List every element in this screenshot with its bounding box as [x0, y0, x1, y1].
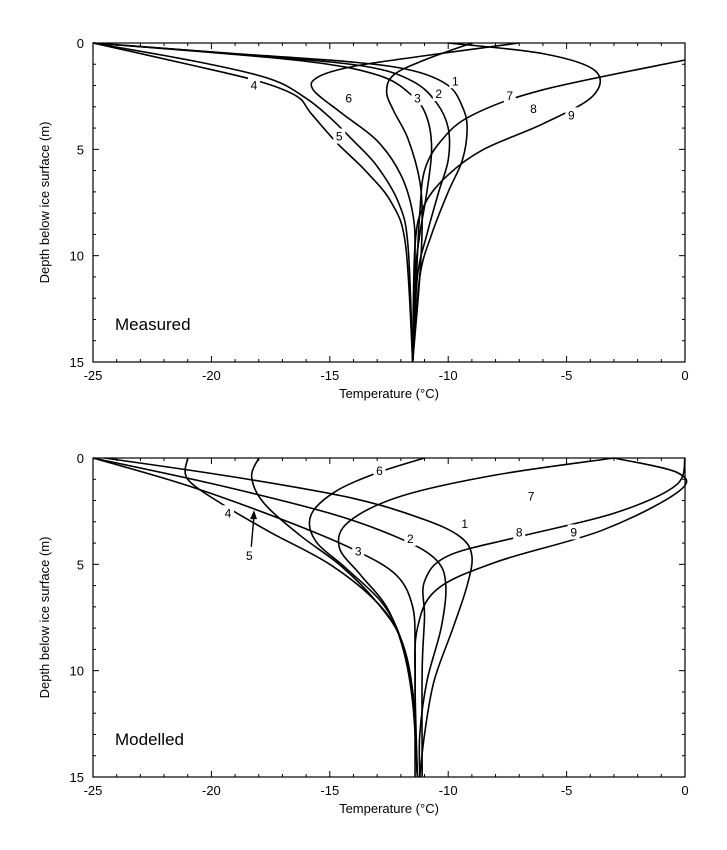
- series-label-3: 3: [414, 91, 421, 105]
- series-label-gap: [567, 524, 580, 540]
- series-label-gap: [513, 524, 526, 540]
- series-line-7: [385, 42, 473, 363]
- series-label-gap: [243, 547, 256, 563]
- series-line-9: [414, 457, 688, 778]
- series-labels: 1 2 3 4 5 6 7 8 9: [221, 462, 580, 563]
- y-tick-label: 5: [77, 142, 84, 157]
- series-label-9: 9: [570, 525, 577, 539]
- series-group: [92, 457, 688, 778]
- series-line-6: [308, 457, 425, 778]
- series-line-4: [92, 42, 414, 363]
- series-line-6: [310, 42, 520, 363]
- y-tick-label: 15: [70, 355, 84, 370]
- series-label-gap: [352, 543, 365, 559]
- x-tick-label: -20: [202, 368, 221, 383]
- series-label-gap: [373, 462, 386, 478]
- x-tick-label: -20: [202, 783, 221, 798]
- series-label-4: 4: [225, 506, 232, 520]
- series-label-1: 1: [461, 517, 468, 531]
- series-label-8: 8: [530, 102, 537, 116]
- series-label-7: 7: [506, 89, 513, 103]
- series-label-7: 7: [528, 489, 535, 503]
- x-tick-label: -15: [320, 368, 339, 383]
- y-tick-label: 10: [70, 249, 84, 264]
- y-tick-label: 0: [77, 36, 84, 51]
- series-label-gap: [411, 90, 424, 106]
- series-label-9: 9: [568, 108, 575, 122]
- series-label-gap: [333, 128, 346, 144]
- series-line-1: [92, 42, 468, 363]
- chart-panel-1: 123 4 5 6 7 8 9 -25 -20 -15 -10 -5 0 0 5 10 15 Temperatur…: [37, 36, 689, 401]
- series-line-7: [337, 457, 615, 778]
- x-tick-label: 0: [681, 368, 688, 383]
- series-label-3: 3: [355, 545, 362, 559]
- x-tick-label: -15: [320, 783, 339, 798]
- plot-frame: [92, 42, 686, 363]
- series-label-6: 6: [345, 91, 352, 105]
- series-label-gap: [404, 530, 417, 546]
- y-tick-label: 5: [77, 557, 84, 572]
- series-label-8: 8: [516, 525, 523, 539]
- series-line-2: [92, 457, 447, 778]
- y-tick-label: 10: [70, 664, 84, 679]
- series-label-2: 2: [435, 87, 442, 101]
- series-group: [92, 42, 686, 363]
- series-label-gap: [449, 73, 462, 89]
- plot-frame: [92, 457, 686, 778]
- series-label-1: 1: [452, 74, 459, 88]
- series-line-9: [411, 42, 601, 363]
- series-line-8: [421, 457, 686, 778]
- x-axis: -25 -20 -15 -10 -5 0: [84, 43, 689, 383]
- series-label-4: 4: [251, 79, 258, 93]
- x-tick-label: 0: [681, 783, 688, 798]
- x-tick-label: -10: [439, 783, 458, 798]
- chart-panel-2: 1 2 3 4 5 6 7 8 9 -25 -20 -15 -10 -5 0 0 5 10 15 Temperatur…: [37, 451, 689, 816]
- y-axis-label: Depth below ice surface (m): [37, 537, 52, 699]
- x-tick-label: -25: [84, 783, 103, 798]
- y-axis-label: Depth below ice surface (m): [37, 122, 52, 284]
- x-tick-label: -10: [439, 368, 458, 383]
- series-label-gap: [342, 90, 355, 106]
- series-label-gap: [525, 488, 538, 504]
- series-label-6: 6: [376, 464, 383, 478]
- label-arrow-head: [250, 510, 258, 520]
- series-label-gap: [221, 505, 234, 521]
- series-line-5: [92, 42, 414, 363]
- label-arrow-shaft: [250, 515, 255, 547]
- y-tick-label: 0: [77, 451, 84, 466]
- panel-label: Modelled: [115, 730, 184, 749]
- series-label-gap: [527, 100, 540, 116]
- series-label-5: 5: [336, 130, 343, 144]
- series-label-gap: [432, 86, 445, 102]
- y-tick-label: 15: [70, 770, 84, 785]
- series-label-2: 2: [407, 532, 414, 546]
- x-axis: -25 -20 -15 -10 -5 0: [84, 458, 689, 798]
- x-tick-label: -25: [84, 368, 103, 383]
- series-label-gap: [565, 107, 578, 123]
- series-label-gap: [503, 88, 516, 104]
- series-label-gap: [458, 515, 471, 531]
- panel-label: Measured: [115, 315, 191, 334]
- series-labels: 123 4 5 6 7 8 9: [248, 73, 578, 144]
- series-label-5: 5: [246, 549, 253, 563]
- series-label-gap: [248, 77, 261, 93]
- x-axis-label: Temperature (°C): [339, 801, 439, 816]
- x-tick-label: -5: [561, 368, 573, 383]
- series-line-1: [104, 457, 473, 778]
- series-line-2: [92, 42, 451, 363]
- x-axis-label: Temperature (°C): [339, 386, 439, 401]
- x-tick-label: -5: [561, 783, 573, 798]
- series-line-8: [411, 59, 686, 363]
